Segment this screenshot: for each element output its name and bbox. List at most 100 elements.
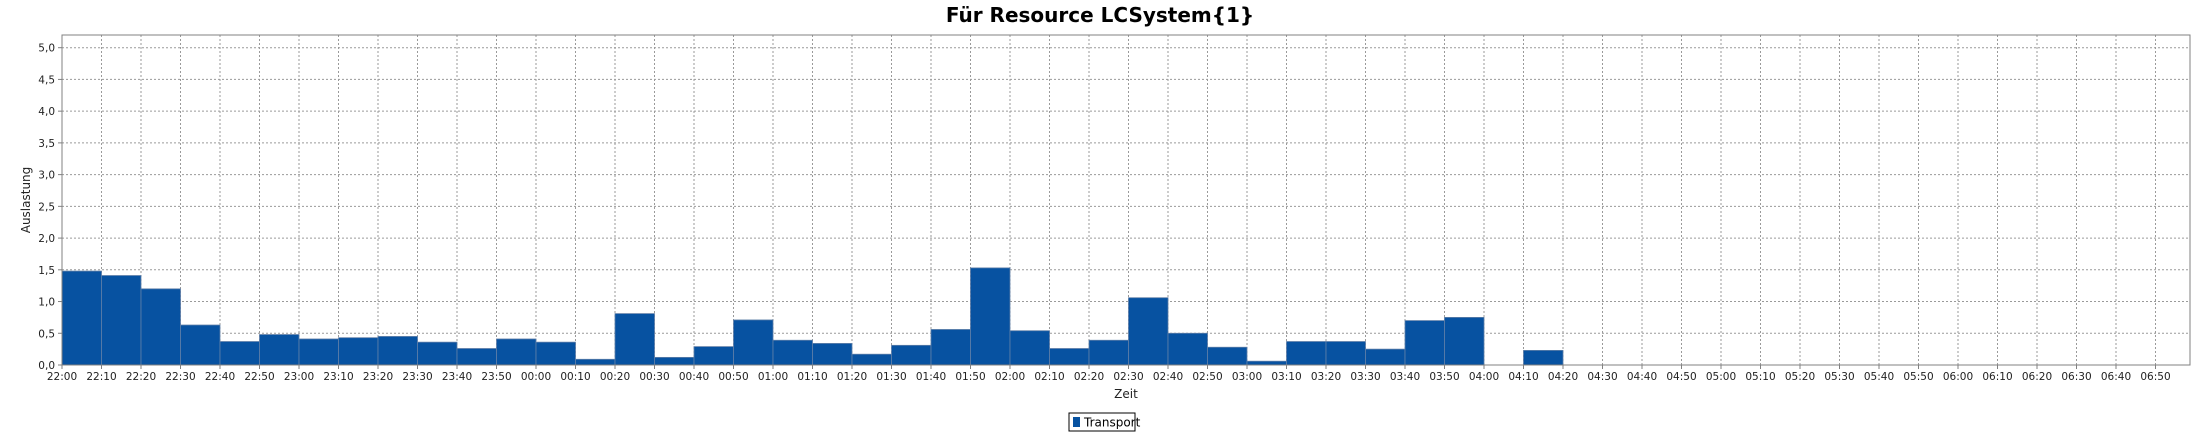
y-tick-label: 0,0	[38, 360, 55, 372]
x-tick-label: 01:00	[758, 371, 788, 383]
chart-title: Für Resource LCSystem{1}	[946, 3, 1254, 27]
y-tick-label: 3,0	[38, 170, 55, 182]
x-tick-label: 02:20	[1074, 371, 1104, 383]
x-tick-label: 06:50	[2140, 371, 2170, 383]
bar-transport	[456, 348, 497, 366]
x-tick-label: 05:30	[1824, 371, 1854, 383]
y-axis: 0,0 0,5 1,0 1,5 2,0 2,5 3,0 3,5 4,0 4,5 5,0	[38, 43, 62, 372]
bar-transport	[219, 341, 260, 366]
x-tick-label: 23:10	[323, 371, 353, 383]
x-tick-label: 05:50	[1903, 371, 1933, 383]
bar-transport	[1049, 348, 1090, 366]
x-tick-label: 23:20	[363, 371, 393, 383]
x-tick-label: 00:50	[718, 371, 748, 383]
bar-transport	[930, 329, 971, 366]
bar-transport	[693, 346, 734, 366]
x-tick-label: 00:00	[521, 371, 551, 383]
y-tick-label: 1,5	[38, 265, 55, 277]
bar-transport	[772, 339, 813, 366]
x-tick-label: 00:30	[639, 371, 669, 383]
bar-transport	[101, 275, 142, 366]
bar-transport	[1088, 339, 1129, 366]
x-tick-label: 06:40	[2101, 371, 2131, 383]
x-tick-label: 22:10	[86, 371, 116, 383]
x-axis: 22:00 22:10 22:20 22:30 22:40 22:50 23:00 23:10…	[47, 365, 2171, 383]
x-tick-label: 04:40	[1627, 371, 1657, 383]
bar-transport	[1325, 341, 1366, 366]
bars	[61, 267, 1564, 366]
x-axis-label: Zeit	[1114, 387, 1138, 401]
x-tick-label: 01:40	[916, 371, 946, 383]
bar-transport	[140, 288, 181, 366]
x-tick-label: 02:30	[1113, 371, 1143, 383]
x-tick-label: 03:00	[1232, 371, 1262, 383]
bar-transport	[812, 343, 853, 366]
bar-transport	[377, 336, 418, 366]
y-tick-label: 1,0	[38, 297, 55, 309]
plot-frame	[61, 34, 2191, 366]
bar-transport	[1246, 360, 1287, 366]
x-tick-label: 00:40	[679, 371, 709, 383]
x-tick-label: 01:30	[876, 371, 906, 383]
bar-transport	[180, 324, 221, 366]
x-tick-label: 22:00	[47, 371, 77, 383]
x-tick-label: 04:10	[1508, 371, 1538, 383]
bar-transport	[298, 338, 339, 366]
x-tick-label: 22:50	[244, 371, 274, 383]
x-tick-label: 05:20	[1785, 371, 1815, 383]
grid	[61, 35, 2190, 366]
bar-transport	[1444, 317, 1485, 366]
y-tick-label: 4,5	[38, 74, 55, 86]
x-tick-label: 06:30	[2061, 371, 2091, 383]
x-tick-label: 05:40	[1864, 371, 1894, 383]
legend-swatch-transport	[1073, 417, 1080, 427]
x-tick-label: 02:40	[1153, 371, 1183, 383]
bar-transport	[1128, 297, 1169, 366]
y-tick-label: 0,5	[38, 328, 55, 340]
bar-transport	[1167, 332, 1208, 366]
bar-transport	[733, 319, 774, 366]
bar-transport	[614, 313, 655, 366]
x-tick-label: 04:00	[1469, 371, 1499, 383]
bar-transport	[891, 344, 932, 366]
x-tick-label: 23:30	[402, 371, 432, 383]
x-tick-label: 00:20	[600, 371, 630, 383]
x-tick-label: 22:20	[126, 371, 156, 383]
bar-transport	[1286, 341, 1327, 366]
x-tick-label: 22:40	[205, 371, 235, 383]
bar-transport	[1404, 320, 1445, 366]
x-tick-label: 03:40	[1390, 371, 1420, 383]
bar-transport	[535, 341, 576, 366]
y-tick-label: 2,5	[38, 201, 55, 213]
x-tick-label: 03:30	[1350, 371, 1380, 383]
x-tick-label: 03:20	[1311, 371, 1341, 383]
x-tick-label: 22:30	[165, 371, 195, 383]
bar-transport	[61, 270, 102, 366]
bar-transport	[1523, 350, 1564, 366]
x-tick-label: 02:00	[995, 371, 1025, 383]
x-tick-label: 00:10	[560, 371, 590, 383]
x-tick-label: 23:40	[442, 371, 472, 383]
bar-transport	[1207, 346, 1248, 366]
x-tick-label: 03:10	[1271, 371, 1301, 383]
x-tick-label: 04:30	[1587, 371, 1617, 383]
bar-transport	[851, 353, 892, 366]
y-tick-label: 4,0	[38, 106, 55, 118]
x-tick-label: 04:20	[1548, 371, 1578, 383]
x-tick-label: 01:50	[955, 371, 985, 383]
x-tick-label: 02:10	[1034, 371, 1064, 383]
legend-label-transport: Transport	[1083, 416, 1141, 430]
bar-transport	[338, 337, 379, 366]
x-tick-label: 03:50	[1429, 371, 1459, 383]
bar-transport	[496, 338, 537, 366]
y-tick-label: 2,0	[38, 233, 55, 245]
bar-transport	[1365, 348, 1406, 366]
bar-transport	[417, 341, 458, 366]
x-tick-label: 02:50	[1192, 371, 1222, 383]
y-tick-label: 5,0	[38, 43, 55, 55]
legend-box	[1068, 412, 1136, 432]
bar-transport	[1009, 330, 1050, 366]
x-tick-label: 01:10	[797, 371, 827, 383]
x-tick-label: 23:00	[284, 371, 314, 383]
